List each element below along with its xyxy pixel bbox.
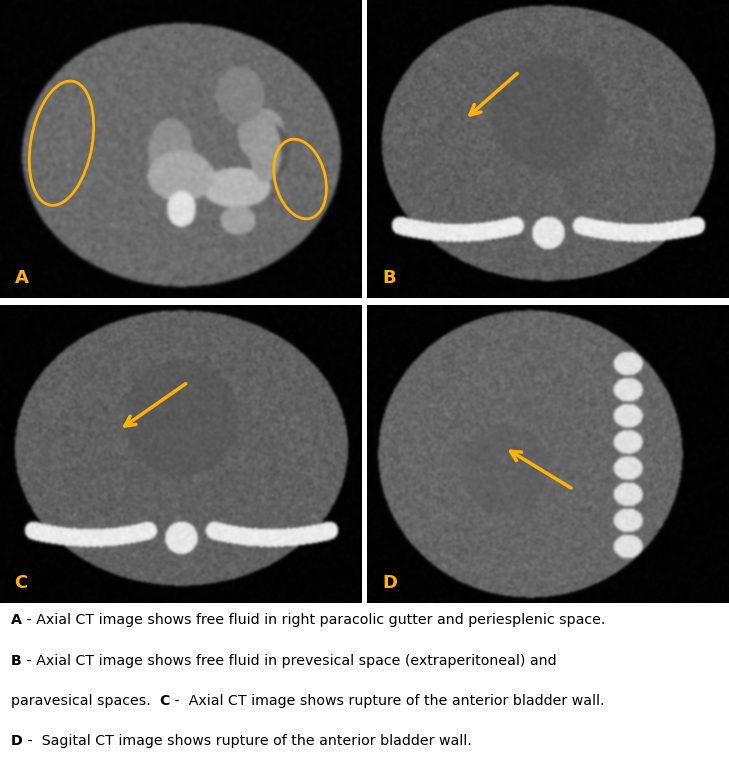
- Text: B: B: [382, 270, 396, 287]
- Text: - Axial CT image shows free fluid in prevesical space (extraperitoneal) and: - Axial CT image shows free fluid in pre…: [22, 654, 556, 667]
- Text: C: C: [160, 694, 170, 708]
- Text: B: B: [11, 654, 22, 667]
- Text: -  Axial CT image shows rupture of the anterior bladder wall.: - Axial CT image shows rupture of the an…: [170, 694, 604, 708]
- Text: C: C: [15, 574, 28, 592]
- Text: -  Sagital CT image shows rupture of the anterior bladder wall.: - Sagital CT image shows rupture of the …: [23, 734, 472, 748]
- Text: A: A: [11, 613, 22, 627]
- Text: A: A: [15, 270, 28, 287]
- Text: D: D: [11, 734, 23, 748]
- Text: D: D: [382, 574, 397, 592]
- Text: - Axial CT image shows free fluid in right paracolic gutter and periesplenic spa: - Axial CT image shows free fluid in rig…: [22, 613, 605, 627]
- Text: paravesical spaces.: paravesical spaces.: [11, 694, 160, 708]
